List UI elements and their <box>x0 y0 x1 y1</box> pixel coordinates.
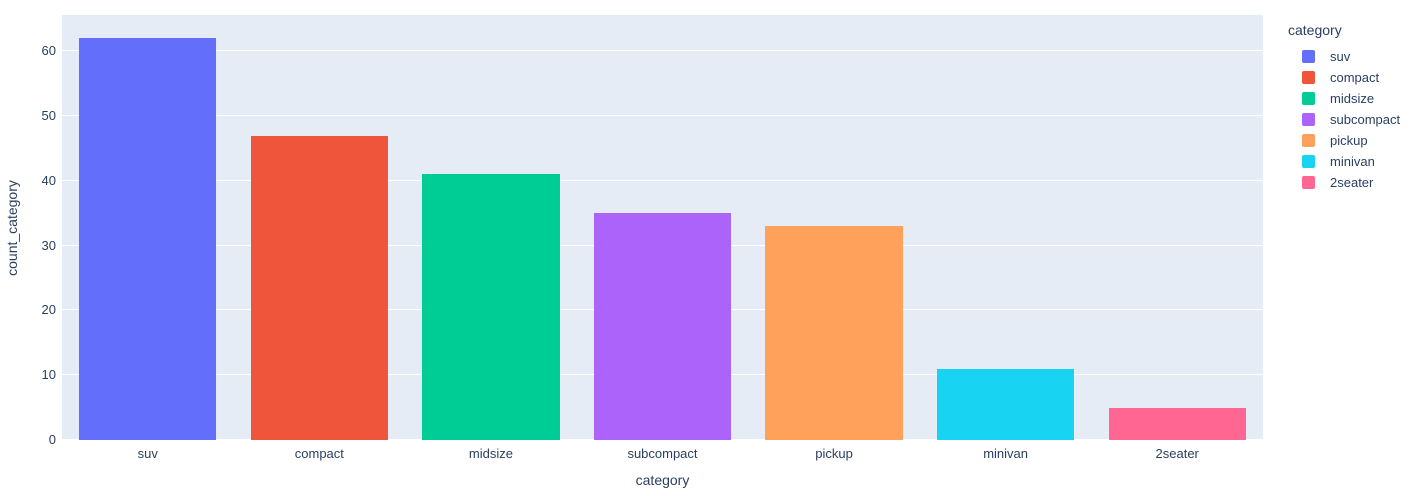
y-tick-label-40: 40 <box>41 172 56 188</box>
gridline-y-40 <box>62 179 1263 181</box>
legend-items: suv compact midsize subcompact pickup minivan… <box>1288 46 1400 193</box>
y-tick-label-60: 60 <box>41 43 56 59</box>
legend-label-subcompact: subcompact <box>1330 112 1401 127</box>
x-tick-label-minivan: minivan <box>983 446 1029 461</box>
x-tick-label-midsize: midsize <box>468 446 513 461</box>
x-tick-label-compact: compact <box>294 446 344 461</box>
gridline-y-60 <box>62 50 1263 52</box>
bar-compact[interactable] <box>250 135 388 440</box>
x-tick-label-subcompact: subcompact <box>627 446 698 461</box>
bar-suv[interactable] <box>79 38 217 440</box>
x-axis-title: category <box>635 472 690 488</box>
legend-swatch-compact <box>1302 71 1315 84</box>
x-tick-label-pickup: pickup <box>815 446 853 461</box>
legend-item-pickup[interactable]: pickup <box>1288 130 1400 151</box>
legend: category suv compact midsize subcompact pick… <box>1288 22 1400 193</box>
legend-item-2seater[interactable]: 2seater <box>1288 172 1400 193</box>
x-tick-label-suv: suv <box>137 446 158 461</box>
legend-swatch-pickup <box>1302 134 1315 147</box>
legend-label-pickup: pickup <box>1330 133 1368 148</box>
bar-minivan[interactable] <box>937 368 1075 440</box>
legend-item-subcompact[interactable]: subcompact <box>1288 109 1400 130</box>
gridline-y-50 <box>62 115 1263 117</box>
legend-label-2seater: 2seater <box>1330 175 1374 190</box>
bar-pickup[interactable] <box>765 226 903 440</box>
y-tick-label-50: 50 <box>41 108 56 124</box>
legend-label-minivan: minivan <box>1330 154 1375 169</box>
legend-item-suv[interactable]: suv <box>1288 46 1400 67</box>
y-tick-label-0: 0 <box>48 432 56 447</box>
legend-swatch-subcompact <box>1302 113 1315 126</box>
legend-swatch-midsize <box>1302 92 1315 105</box>
legend-item-compact[interactable]: compact <box>1288 67 1400 88</box>
legend-item-midsize[interactable]: midsize <box>1288 88 1400 109</box>
legend-label-compact: compact <box>1330 70 1380 85</box>
legend-title: category <box>1288 22 1342 38</box>
y-tick-label-10: 10 <box>41 367 56 383</box>
legend-label-midsize: midsize <box>1330 91 1375 106</box>
legend-swatch-2seater <box>1302 176 1315 189</box>
bar-midsize[interactable] <box>422 174 560 440</box>
legend-swatch-suv <box>1302 50 1315 63</box>
legend-swatch-minivan <box>1302 155 1315 168</box>
bar-2seater[interactable] <box>1108 407 1246 440</box>
legend-item-minivan[interactable]: minivan <box>1288 151 1400 172</box>
y-tick-label-20: 20 <box>41 302 56 318</box>
bar-subcompact[interactable] <box>593 213 732 440</box>
x-tick-label-2seater: 2seater <box>1155 446 1199 461</box>
y-axis-title: count_category <box>4 180 20 276</box>
plot-area <box>62 15 1263 440</box>
legend-label-suv: suv <box>1330 49 1351 64</box>
y-tick-label-30: 30 <box>41 237 56 253</box>
